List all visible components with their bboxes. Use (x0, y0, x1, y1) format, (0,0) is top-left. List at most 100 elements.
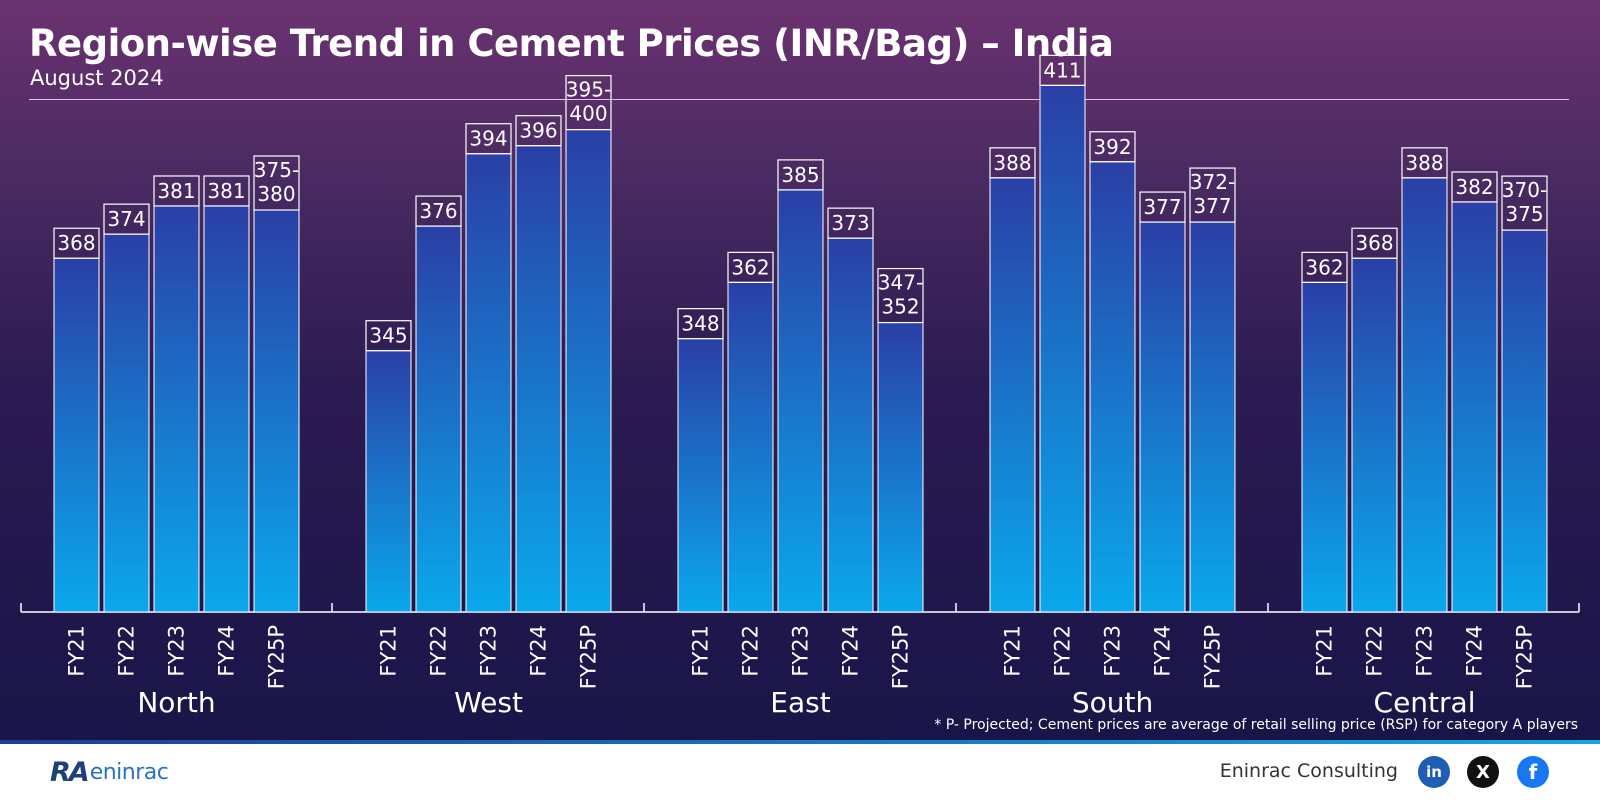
bar (727, 281, 774, 613)
data-label-box (1089, 131, 1136, 163)
logo-mark: RA (50, 757, 90, 788)
bar (415, 225, 462, 613)
data-label-line: 400 (569, 102, 607, 126)
x-icon[interactable]: X (1467, 756, 1499, 788)
bar (1089, 161, 1136, 613)
data-label-line: 380 (257, 182, 295, 206)
data-label-box (727, 251, 774, 283)
region-label: Central (1374, 686, 1476, 719)
bar (1501, 229, 1548, 613)
data-label-line: 375 (1505, 202, 1543, 226)
data-label-box (103, 203, 150, 235)
page-title: Region-wise Trend in Cement Prices (INR/… (29, 22, 1114, 65)
bar (203, 205, 250, 613)
footnote: * P- Projected; Cement prices are averag… (934, 717, 1578, 733)
data-label: 377 (1143, 195, 1181, 219)
region-label: West (454, 686, 523, 719)
bar (253, 209, 300, 613)
data-label-line: 372- (1190, 170, 1235, 194)
bar (365, 350, 412, 613)
bar (153, 205, 200, 613)
region-label: South (1072, 686, 1153, 719)
data-label: 394 (469, 127, 507, 151)
category-tick-label: FY22 (1363, 625, 1387, 677)
bar (1039, 84, 1086, 613)
data-label-box (53, 227, 100, 259)
data-label-box (365, 320, 412, 352)
region-label: East (770, 686, 830, 719)
data-label-box (1301, 251, 1348, 283)
bar (1451, 201, 1498, 613)
bar (465, 153, 512, 613)
data-label-box (777, 159, 824, 191)
bar (515, 145, 562, 613)
data-label: 381 (207, 179, 245, 203)
data-label: 411 (1043, 58, 1081, 82)
data-label: 368 (1355, 231, 1393, 255)
bar (1301, 281, 1348, 613)
data-label: 370-375 (1502, 178, 1547, 226)
data-label-box (1401, 147, 1448, 179)
category-tick-label: FY25P (577, 625, 601, 689)
data-label-line: 370- (1502, 178, 1547, 202)
bar (53, 257, 100, 613)
data-label: 381 (157, 179, 195, 203)
data-label-box (827, 207, 874, 239)
data-label: 345 (369, 324, 407, 348)
data-label-box (415, 195, 462, 227)
company-name: Eninrac Consulting (1219, 760, 1398, 782)
bar (827, 237, 874, 613)
category-tick-label: FY22 (1051, 625, 1075, 677)
data-label-line: 375- (254, 158, 299, 182)
category-tick-label: FY24 (215, 625, 239, 677)
category-tick-label: FY23 (789, 625, 813, 677)
category-tick-label: FY23 (1101, 625, 1125, 677)
data-label-box (1501, 175, 1548, 231)
linkedin-icon[interactable]: in (1418, 756, 1450, 788)
bar (565, 129, 612, 613)
data-label-box (1351, 227, 1398, 259)
category-tick-label: FY24 (1463, 625, 1487, 677)
data-label-line: 377 (1193, 194, 1231, 218)
data-label: 395-400 (566, 78, 611, 126)
facebook-icon[interactable]: f (1517, 756, 1549, 788)
data-label-line: 347- (878, 271, 923, 295)
data-label-box (1451, 171, 1498, 203)
data-label-box (515, 115, 562, 147)
category-tick-label: FY23 (477, 625, 501, 677)
category-tick-label: FY21 (377, 625, 401, 677)
bar (677, 338, 724, 613)
company-logo[interactable]: RA eninrac (50, 757, 169, 788)
bar (1189, 221, 1236, 613)
bar (1139, 221, 1186, 613)
category-tick-label: FY24 (839, 625, 863, 677)
category-tick-label: FY21 (65, 625, 89, 677)
data-label-box (877, 267, 924, 324)
data-label-line: 395- (566, 78, 611, 102)
data-label: 372-377 (1190, 170, 1235, 218)
bar (1401, 177, 1448, 613)
data-label: 362 (1305, 255, 1343, 279)
category-tick-label: FY21 (689, 625, 713, 677)
data-label-box (1189, 167, 1236, 223)
data-label-box (203, 175, 250, 207)
data-label: 368 (57, 231, 95, 255)
bar-chart: 368 FY21 374 FY22 381 FY23 381 FY24 375-380 FY25P… (53, 58, 1548, 719)
data-label-box (1139, 191, 1186, 223)
logo-wordmark: eninrac (89, 760, 169, 785)
category-tick-label: FY25P (889, 625, 913, 689)
category-tick-label: FY21 (1001, 625, 1025, 677)
data-label: 373 (831, 211, 869, 235)
data-label-box (465, 123, 512, 155)
bar (103, 233, 150, 613)
data-label-box (565, 74, 612, 131)
category-tick-label: FY21 (1313, 625, 1337, 677)
page-subtitle: August 2024 (30, 66, 164, 90)
data-label: 392 (1093, 135, 1131, 159)
data-label: 347-352 (878, 271, 923, 319)
data-label: 382 (1455, 175, 1493, 199)
bar (877, 322, 924, 613)
category-tick-label: FY22 (115, 625, 139, 677)
data-label: 362 (731, 255, 769, 279)
